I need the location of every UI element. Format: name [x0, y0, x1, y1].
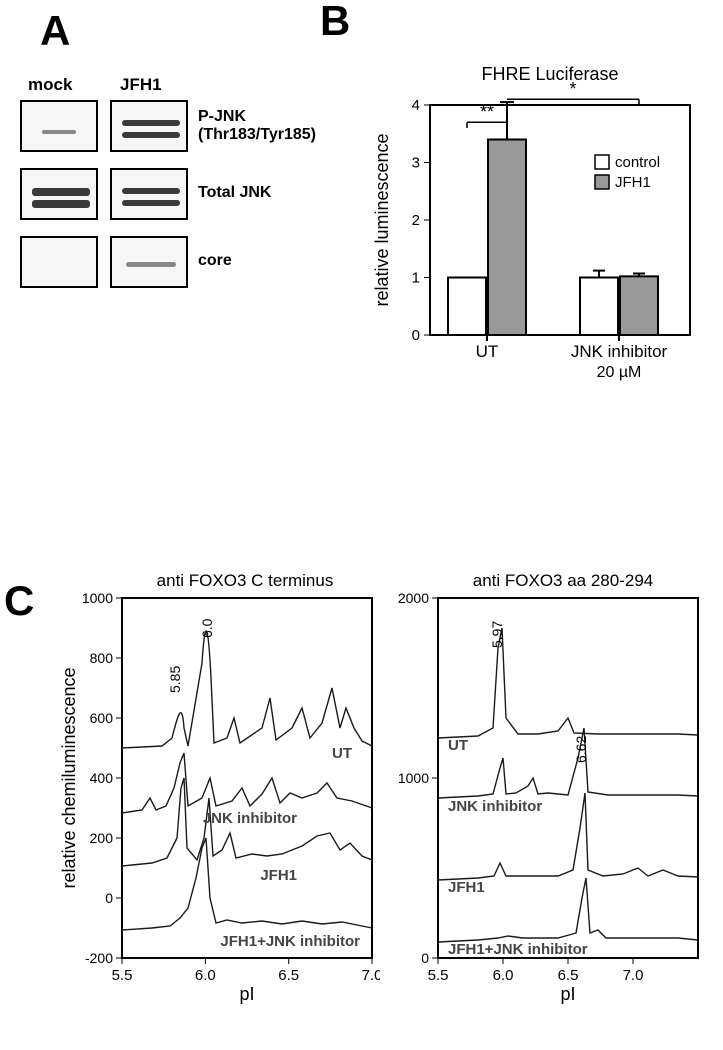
svg-text:2000: 2000 [398, 590, 429, 606]
trace-left-yticks: -200 0 200 400 600 800 1000 [82, 590, 122, 966]
bar-ut-control [448, 278, 486, 336]
blot-grid: mock JFH1 P-JNK (Thr183/Tyr185) [20, 100, 340, 304]
svg-text:0: 0 [105, 890, 113, 906]
trace-left-title: anti FOXO3 C terminus [157, 571, 334, 590]
svg-text:1000: 1000 [398, 770, 429, 786]
blot-row-totaljnk: Total JNK [20, 168, 340, 228]
svg-text:400: 400 [90, 770, 114, 786]
trace-ylabel: relative chemiluminescence [60, 667, 79, 888]
bar-xlabel-note: 20 µM [597, 364, 642, 381]
trace-right-title: anti FOXO3 aa 280-294 [473, 571, 654, 590]
svg-text:7.0: 7.0 [623, 967, 644, 984]
svg-text:6.0: 6.0 [493, 967, 514, 984]
svg-text:5.5: 5.5 [428, 967, 449, 984]
blot-label-pjnk-line1: P-JNK [198, 108, 246, 125]
trace-left-xticks: 5.5 6.0 6.5 7.0 [112, 958, 380, 984]
blot-mock-pjnk [20, 100, 98, 152]
svg-text:2: 2 [412, 212, 420, 229]
panel-c: C anti FOXO3 C terminus -200 0 200 400 6… [0, 540, 723, 1040]
bar-jnk-jfh1 [620, 276, 658, 335]
trace-left-peak-60: 6.0 [199, 618, 215, 638]
bar-xlabel-jnk: JNK inhibitor [571, 342, 668, 361]
trace-right-xticks: 5.5 6.0 6.5 7.0 [428, 958, 644, 984]
panel-b-letter: B [320, 0, 350, 42]
sig-label-1: ** [480, 102, 494, 122]
svg-text:1000: 1000 [82, 590, 113, 606]
blot-row-pjnk: P-JNK (Thr183/Tyr185) [20, 100, 340, 160]
trace-left-labels: UT JNK inhibitor JFH1 JFH1+JNK inhibitor [203, 745, 360, 950]
svg-text:0: 0 [421, 950, 429, 966]
svg-text:1: 1 [412, 270, 420, 287]
trace-left-label-jnk: JNK inhibitor [203, 810, 297, 827]
blot-col-jfh1: JFH1 [120, 75, 162, 95]
panel-c-letter: C [4, 580, 34, 622]
bar-chart-ylabel: relative luminescence [372, 133, 392, 306]
bar-xlabel-ut: UT [476, 342, 499, 361]
trace-left-lines [122, 631, 372, 930]
svg-text:6.5: 6.5 [558, 967, 579, 984]
svg-text:3: 3 [412, 155, 420, 172]
trace-right-yticks: 0 1000 2000 [398, 590, 438, 966]
bar-jnk-control [580, 278, 618, 336]
bar-chart-title: FHRE Luciferase [481, 64, 618, 84]
blot-label-pjnk: P-JNK (Thr183/Tyr185) [198, 108, 316, 145]
sig-label-2: * [569, 79, 576, 99]
trace-right-xlabel: pI [560, 984, 575, 1004]
bar-group-jnk [580, 271, 658, 335]
blot-jfh1-core [110, 236, 188, 288]
svg-text:600: 600 [90, 710, 114, 726]
blot-jfh1-totaljnk [110, 168, 188, 220]
trace-left-peak-585: 5.85 [167, 666, 183, 693]
blot-label-totaljnk: Total JNK [198, 184, 271, 202]
trace-left-xlabel: pI [239, 984, 254, 1004]
svg-text:4: 4 [412, 97, 420, 114]
svg-text:5.5: 5.5 [112, 967, 133, 984]
svg-text:7.0: 7.0 [362, 967, 380, 984]
blot-col-mock: mock [28, 75, 72, 95]
trace-right-peak-662: 6.62 [573, 736, 589, 763]
trace-right-labels: UT JNK inhibitor JFH1 JFH1+JNK inhibitor [448, 737, 588, 958]
blot-row-core: core [20, 236, 340, 296]
svg-text:6.5: 6.5 [278, 967, 299, 984]
trace-left-label-jfh1: JFH1 [260, 867, 297, 884]
blot-label-core: core [198, 252, 232, 270]
bar-ut-jfh1 [488, 140, 526, 336]
panel-b: B FHRE Luciferase 0 1 2 3 4 relative lum… [320, 0, 720, 420]
svg-text:6.0: 6.0 [195, 967, 216, 984]
svg-text:800: 800 [90, 650, 114, 666]
blot-jfh1-pjnk [110, 100, 188, 152]
svg-text:-200: -200 [85, 950, 113, 966]
legend-jfh1: JFH1 [615, 174, 651, 191]
blot-label-pjnk-line2: (Thr183/Tyr185) [198, 126, 316, 143]
trace-right-label-jfh1jnk: JFH1+JNK inhibitor [448, 941, 588, 958]
trace-left-label-jfh1jnk: JFH1+JNK inhibitor [220, 933, 360, 950]
blot-mock-core [20, 236, 98, 288]
panel-a-letter: A [40, 10, 70, 52]
trace-right-label-jfh1: JFH1 [448, 879, 485, 896]
trace-right-label-jnk: JNK inhibitor [448, 798, 542, 815]
trace-left-frame [122, 598, 372, 958]
legend-control: control [615, 154, 660, 171]
svg-text:0: 0 [412, 327, 420, 344]
trace-left: anti FOXO3 C terminus -200 0 200 400 600… [60, 570, 380, 1010]
bar-legend: control JFH1 [595, 154, 660, 191]
trace-right: anti FOXO3 aa 280-294 0 1000 2000 5.5 6.… [388, 570, 708, 1010]
bar-chart-yticks: 0 1 2 3 4 [412, 97, 430, 344]
trace-left-label-ut: UT [332, 745, 352, 762]
trace-right-frame [438, 598, 698, 958]
trace-right-label-ut: UT [448, 737, 468, 754]
trace-right-peak-597: 5.97 [489, 621, 505, 648]
bar-group-ut [448, 102, 526, 335]
bar-chart: FHRE Luciferase 0 1 2 3 4 relative lumin… [360, 60, 710, 390]
svg-text:200: 200 [90, 830, 114, 846]
blot-mock-totaljnk [20, 168, 98, 220]
